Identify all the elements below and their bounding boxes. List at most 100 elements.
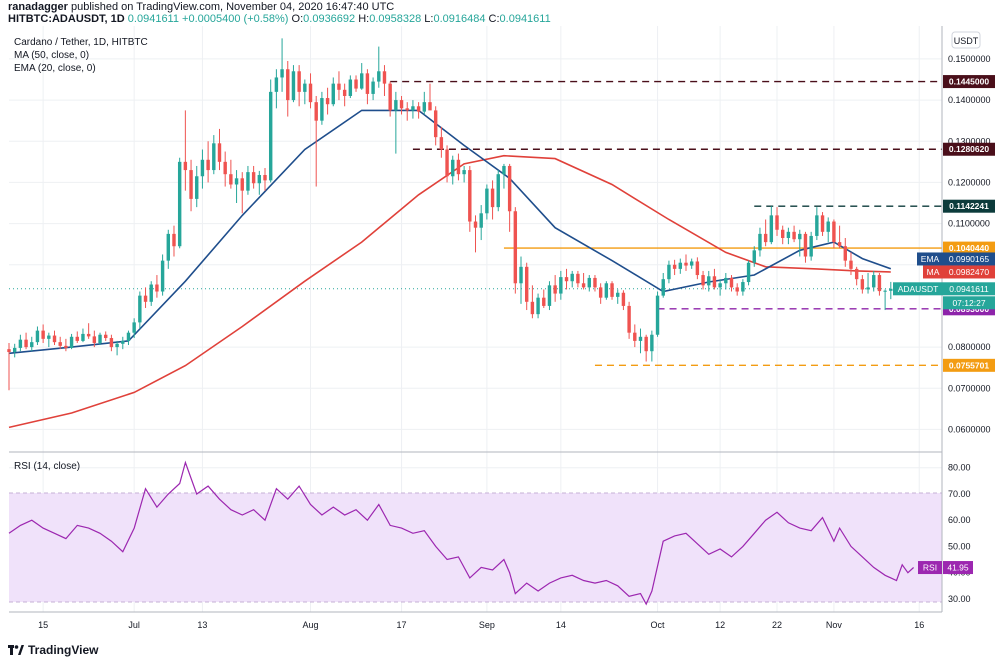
- candle-up: [718, 283, 722, 288]
- candle-down: [75, 336, 79, 341]
- candle-down: [240, 178, 244, 191]
- candle-up: [371, 81, 375, 94]
- candle-down: [490, 188, 495, 208]
- candle-down: [581, 283, 586, 288]
- price-series-value-tag: [943, 282, 995, 296]
- candle-up: [809, 235, 813, 257]
- chart-canvas[interactable]: 0.06000000.07000000.08000000.10000000.11…: [0, 26, 1000, 640]
- candle-down: [109, 338, 114, 348]
- close-label: C:: [488, 13, 500, 25]
- candle-down: [314, 102, 318, 121]
- price-series-name: EMA: [921, 254, 940, 264]
- candle-up: [724, 277, 728, 284]
- high-value: 0.0958328: [369, 13, 422, 25]
- candle-down: [7, 349, 11, 353]
- open-label: O:: [291, 13, 304, 25]
- time-tick-label: 15: [38, 620, 48, 630]
- candle-down: [792, 231, 796, 240]
- price-tick-label: 0.0800000: [948, 342, 991, 352]
- candle-down: [735, 287, 739, 292]
- candle-down: [553, 285, 557, 294]
- candle-up: [655, 295, 660, 335]
- time-tick-label: Nov: [826, 620, 843, 630]
- tradingview-brand[interactable]: TradingView: [28, 643, 99, 657]
- candle-up: [889, 288, 893, 291]
- time-tick-label: Jul: [128, 620, 140, 630]
- rsi-name-tag: [918, 561, 942, 575]
- candle-down: [143, 295, 148, 302]
- time-tick-label: Aug: [303, 620, 319, 630]
- time-tick-label: 17: [397, 620, 407, 630]
- candle-down: [64, 345, 68, 348]
- currency-button[interactable]: USDT: [951, 31, 981, 49]
- candle-down: [388, 83, 392, 111]
- price-tick-label: 0.1100000: [948, 219, 990, 229]
- candle-up: [121, 340, 125, 344]
- price-series-value-tag: [943, 252, 995, 266]
- time-tick-label: 16: [914, 620, 924, 630]
- candle-up: [462, 170, 466, 175]
- candles: [7, 38, 893, 391]
- candle-up: [166, 233, 170, 261]
- candle-up: [81, 333, 85, 341]
- candle-up: [98, 334, 102, 343]
- candle-up: [769, 215, 774, 243]
- candle-up: [377, 71, 381, 82]
- candle-up: [559, 277, 563, 294]
- candle-down: [86, 333, 91, 337]
- candle-up: [451, 159, 455, 177]
- price-tick-label: 0.1300000: [948, 136, 991, 146]
- candle-down: [633, 332, 637, 341]
- candle-down: [104, 334, 108, 339]
- candle-up: [411, 106, 415, 111]
- price-tick-label: 0.1500000: [948, 54, 991, 64]
- publisher-name[interactable]: ranadagger: [8, 1, 68, 13]
- rsi-line: [8, 460, 915, 606]
- rsi-series: [8, 460, 915, 606]
- time-tick-label: Sep: [479, 620, 495, 630]
- high-label: H:: [358, 13, 370, 25]
- tradingview-logo-icon: [8, 645, 24, 655]
- candle-down: [610, 283, 614, 297]
- candle-down: [564, 277, 569, 282]
- candle-up: [280, 69, 284, 78]
- currency-button-label[interactable]: USDT: [954, 36, 979, 46]
- candle-up: [234, 178, 239, 185]
- candle-up: [268, 91, 273, 181]
- candle-up: [195, 176, 199, 199]
- legend-rsi[interactable]: RSI (14, close): [14, 461, 80, 472]
- level-price-label: 0.1142241: [949, 201, 989, 211]
- candle-down: [251, 172, 256, 184]
- chart-header: ranadagger published on TradingView.com,…: [0, 0, 1000, 26]
- candle-up: [587, 277, 591, 288]
- candle-up: [160, 260, 165, 292]
- published-text: published on TradingView.com, November 0…: [70, 1, 395, 13]
- candle-down: [41, 330, 45, 339]
- candle-up: [752, 250, 756, 263]
- level-price-tag: [943, 142, 995, 156]
- candle-up: [536, 297, 540, 315]
- rsi-value-tag: [943, 561, 973, 575]
- price-series-name: MA: [927, 267, 940, 277]
- legend-ma[interactable]: MA (50, close, 0): [14, 50, 89, 61]
- candle-down: [445, 149, 449, 177]
- candle-up: [274, 77, 279, 92]
- candle-down: [701, 275, 705, 286]
- candle-down: [183, 161, 188, 171]
- candle-up: [479, 213, 483, 228]
- price-series-value: 0.0982470: [949, 267, 989, 277]
- candle-up: [257, 175, 262, 184]
- time-tick-label: 13: [197, 620, 207, 630]
- currency-button-frame[interactable]: [951, 31, 981, 49]
- close-value: 0.0941611: [499, 13, 551, 25]
- legend-ema[interactable]: EMA (20, close, 0): [14, 63, 96, 74]
- candle-up: [394, 100, 398, 111]
- candle-down: [189, 170, 193, 199]
- rsi-tick-label: 60.00: [948, 515, 971, 525]
- candle-down: [763, 233, 768, 243]
- candle-down: [229, 174, 233, 185]
- candle-up: [707, 276, 711, 286]
- candle-up: [246, 172, 250, 191]
- candle-up: [519, 266, 523, 284]
- candle-down: [672, 264, 677, 269]
